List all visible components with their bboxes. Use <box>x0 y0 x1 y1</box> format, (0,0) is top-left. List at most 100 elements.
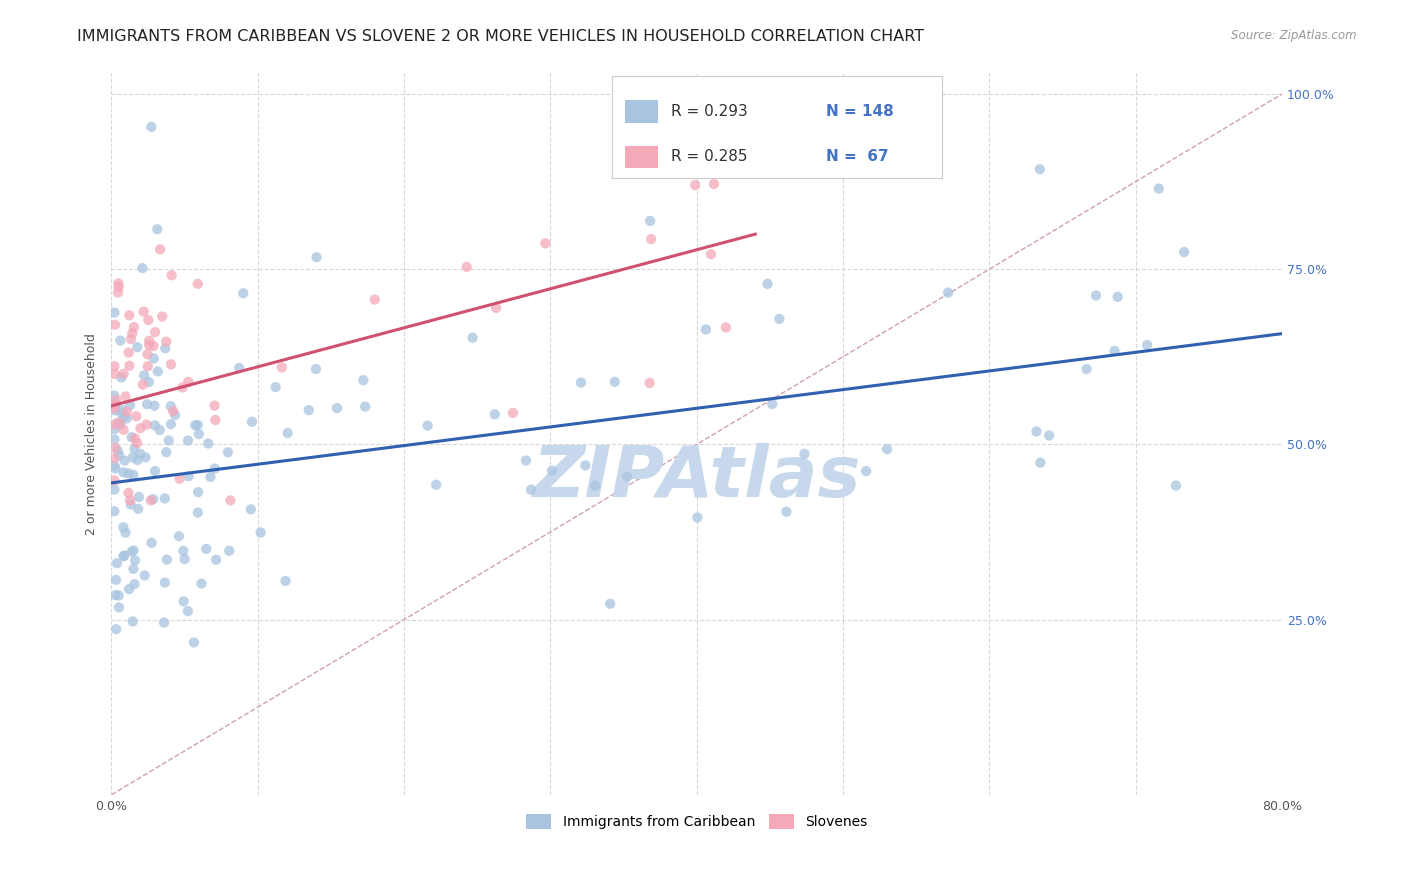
Point <box>456 260 478 274</box>
Point <box>640 232 662 246</box>
Point <box>167 529 190 543</box>
Point <box>104 441 127 455</box>
Point <box>204 413 226 427</box>
Point <box>169 472 191 486</box>
Point <box>104 461 127 475</box>
Point <box>173 594 195 608</box>
Point <box>159 399 181 413</box>
Point <box>118 359 141 373</box>
Y-axis label: 2 or more Vehicles in Household: 2 or more Vehicles in Household <box>86 333 98 535</box>
Point <box>105 397 128 411</box>
Point <box>177 375 200 389</box>
Text: R = 0.285: R = 0.285 <box>671 149 748 164</box>
Point <box>187 506 209 520</box>
Point <box>638 376 661 390</box>
Point <box>683 178 706 192</box>
Point <box>1136 338 1159 352</box>
Point <box>114 389 136 403</box>
Point <box>153 491 176 506</box>
Point <box>112 423 135 437</box>
Point <box>1025 425 1047 439</box>
Point <box>132 377 155 392</box>
Point <box>108 600 131 615</box>
Point <box>132 304 155 318</box>
Point <box>117 467 139 481</box>
Point <box>110 417 132 432</box>
Point <box>105 622 128 636</box>
Point <box>756 277 779 291</box>
Point <box>793 447 815 461</box>
Point <box>103 359 125 374</box>
Point <box>121 615 143 629</box>
Point <box>165 408 187 422</box>
Text: N = 148: N = 148 <box>827 104 894 120</box>
Point <box>1029 162 1052 177</box>
Point <box>127 453 149 467</box>
Point <box>177 604 200 618</box>
Point <box>104 588 127 602</box>
Text: ZIPAtlas: ZIPAtlas <box>533 442 860 512</box>
Point <box>127 340 149 354</box>
Point <box>142 339 165 353</box>
Point <box>1038 428 1060 442</box>
Point <box>105 556 128 570</box>
Point <box>124 553 146 567</box>
Point <box>107 277 129 291</box>
Point <box>603 375 626 389</box>
Point <box>117 486 139 500</box>
Point <box>139 493 162 508</box>
Point <box>160 417 183 432</box>
Point <box>204 461 226 475</box>
Point <box>107 443 129 458</box>
Point <box>232 286 254 301</box>
Point <box>138 338 160 352</box>
Point <box>153 575 176 590</box>
Point <box>1107 290 1129 304</box>
Point <box>150 310 173 324</box>
Point <box>177 469 200 483</box>
Point <box>183 635 205 649</box>
Point <box>264 380 287 394</box>
Point <box>108 416 131 430</box>
Point <box>136 359 159 374</box>
Point <box>484 407 506 421</box>
Point <box>120 498 142 512</box>
Point <box>485 301 508 315</box>
Point <box>118 582 141 597</box>
Point <box>1029 456 1052 470</box>
Point <box>112 465 135 479</box>
Point <box>115 405 138 419</box>
Point <box>103 398 125 412</box>
Point <box>128 490 150 504</box>
Point <box>103 422 125 436</box>
Point <box>298 403 321 417</box>
Point <box>103 389 125 403</box>
Point <box>1104 343 1126 358</box>
Point <box>149 243 172 257</box>
Point <box>138 313 160 327</box>
Point <box>124 577 146 591</box>
Point <box>114 453 136 467</box>
Point <box>120 332 142 346</box>
Point <box>141 120 163 134</box>
Point <box>110 370 132 384</box>
Point <box>775 505 797 519</box>
Point <box>103 417 125 432</box>
Point <box>160 268 183 283</box>
Point <box>112 549 135 563</box>
Point <box>695 322 717 336</box>
Point <box>103 483 125 497</box>
Point <box>326 401 349 416</box>
Point <box>187 417 209 432</box>
Point <box>143 418 166 433</box>
Point <box>146 222 169 236</box>
Point <box>103 401 125 415</box>
Point <box>197 436 219 450</box>
Point <box>124 431 146 445</box>
Point <box>1085 288 1108 302</box>
Point <box>120 493 142 508</box>
Point <box>112 520 135 534</box>
Point <box>162 404 184 418</box>
Point <box>110 334 132 348</box>
Point <box>703 177 725 191</box>
